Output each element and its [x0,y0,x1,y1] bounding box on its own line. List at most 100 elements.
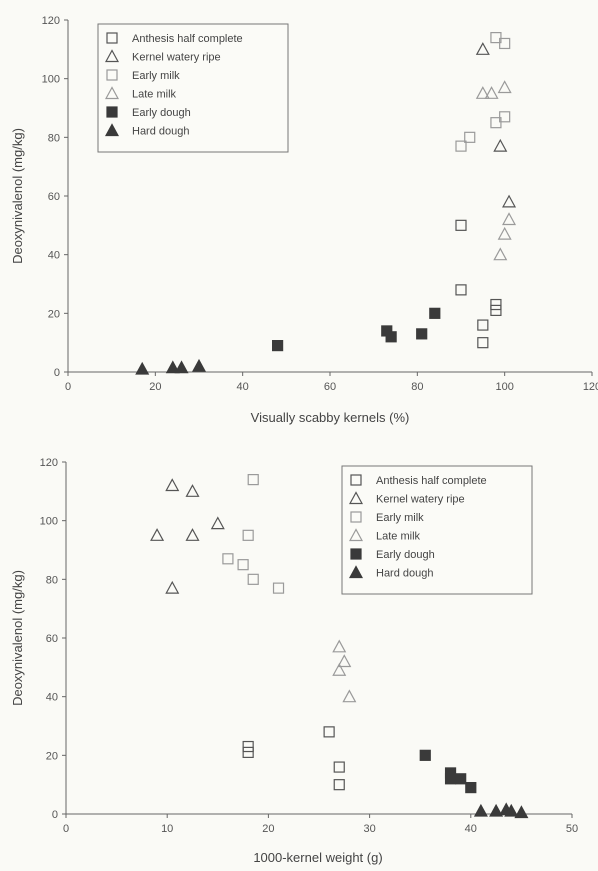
chart2-y-tick-label: 20 [46,750,58,762]
chart2-y-tick-label: 0 [52,809,58,821]
chart1-legend: Anthesis half complete Kernel watery ripe… [97,23,289,153]
chart2-legend-box [341,465,533,595]
chart1-x-tick-label: 60 [324,381,336,393]
chart2-data-point [210,516,225,530]
chart1-legend-marker [106,106,118,118]
chart1-y-tick-label: 60 [48,191,60,203]
chart2-data-point [332,639,347,653]
chart1-y-tick-label: 0 [54,367,60,379]
chart1-data-point [455,284,467,296]
chart2-data-point [473,803,488,817]
chart2-data-point [444,767,457,779]
chart1-x-tick-label: 20 [149,381,161,393]
chart2-data-point [272,582,285,594]
chart2-data-point [165,478,180,492]
chart2-x-tick-label: 40 [465,823,477,835]
chart1-data-point [497,80,512,94]
chart1-data-point [477,337,489,349]
chart2-data-point [150,528,165,541]
chart2-legend-marker [350,548,362,560]
chart2-legend-label: Late milk [376,531,421,543]
chart1-x-tick-label: 0 [65,381,71,393]
chart1-x-axis-label: Visually scabby kernels (%) [251,410,410,425]
chart1-data-point [490,117,502,129]
chart2-data-point [237,559,249,571]
chart2-x-tick-label: 0 [63,823,69,835]
chart2-legend-label: Anthesis half complete [376,475,487,487]
chart1-legend-box [97,23,289,153]
chart1-data-point [416,328,428,340]
chart2-data-point [455,773,467,785]
chart2-data-point [185,484,200,497]
chart2-data-point [242,740,254,753]
chart1-data-point [135,361,150,375]
chart2-data-point [489,803,504,817]
chart1-data-point [455,140,467,152]
chart1-data-point [490,31,502,44]
chart2-legend-label: Kernel watery ripe [376,494,465,506]
chart1-y-tick-label: 100 [42,74,60,86]
chart1-data-point [385,331,397,343]
chart2-x-tick-label: 50 [566,823,578,835]
chart1-data-point [502,194,517,208]
chart1-data-point [490,304,502,316]
chart1-x-tick-label: 80 [411,381,423,393]
chart1-data-point [493,138,508,152]
chart1-legend-marker [104,86,120,100]
chart1-legend-marker [104,49,120,63]
chart2-data-point [222,553,234,565]
chart1-legend-label: Hard dough [132,126,190,138]
chart2-y-tick-label: 60 [46,633,58,645]
chart1-y-tick-label: 20 [48,308,60,320]
chart1-data-point [475,42,490,55]
chart1-data-point [499,111,511,123]
chart1-legend-marker [106,69,118,81]
chart2-y-tick-label: 80 [46,574,58,586]
chart1-y-tick-label: 40 [48,250,60,262]
chart1-data-point [464,131,476,143]
chart2-data-point [419,749,431,761]
chart2-data-point [337,654,352,668]
chart2-data-point [165,580,180,594]
chart2-legend-marker [348,565,364,579]
chart2-legend-marker [348,528,364,542]
chart1-x-tick-label: 120 [583,381,598,393]
chart2-y-tick-label: 100 [40,516,58,528]
chart2-x-tick-label: 20 [262,823,274,835]
chart1-data-point [493,247,508,261]
chart1-data-point [191,358,207,372]
chart2-data-point [504,803,519,817]
chart1-data-point [484,86,499,99]
chart1-data-point [490,298,502,311]
chart1-data-point [455,219,467,231]
chart2-legend: Anthesis half complete Kernel watery ripe… [341,465,533,595]
chart1-y-axis-label: Deoxynivalenol (mg/kg) [10,128,25,264]
chart1-legend-marker [106,32,118,44]
chart1-legend-label: Kernel watery ripe [132,52,221,64]
chart2-data-point [242,746,254,759]
chart2-data-point [247,474,259,486]
chart2-legend-marker [348,491,364,505]
chart2-x-tick-label: 30 [363,823,375,835]
chart2-y-tick-label: 40 [46,692,58,704]
chart1-y-tick-label: 120 [42,15,60,27]
chart2-data-point [332,663,347,676]
chart1: 0 20 40 60 80 100 120 0 20 40 60 80 100 120 Visually s… [10,15,598,425]
chart2-legend-marker [350,511,362,523]
chart1-data-point [477,319,489,331]
chart2-data-point [247,573,259,585]
chart1-legend-label: Late milk [132,89,177,101]
chart1-legend-label: Early dough [132,107,191,119]
chart1-data-point [174,360,189,374]
chart2-data-point [465,781,477,794]
chart1-data-point [497,226,512,240]
chart2-x-axis-label: 1000-kernel weight (g) [253,850,382,865]
chart1-data-point [165,360,180,374]
chart2-y-axis-label: Deoxynivalenol (mg/kg) [10,570,25,706]
chart1-data-point [502,212,517,226]
chart1-data-point [475,86,490,99]
chart1-x-tick-label: 100 [495,381,513,393]
chart2-data-point [342,689,357,703]
chart1-data-point [272,340,284,352]
